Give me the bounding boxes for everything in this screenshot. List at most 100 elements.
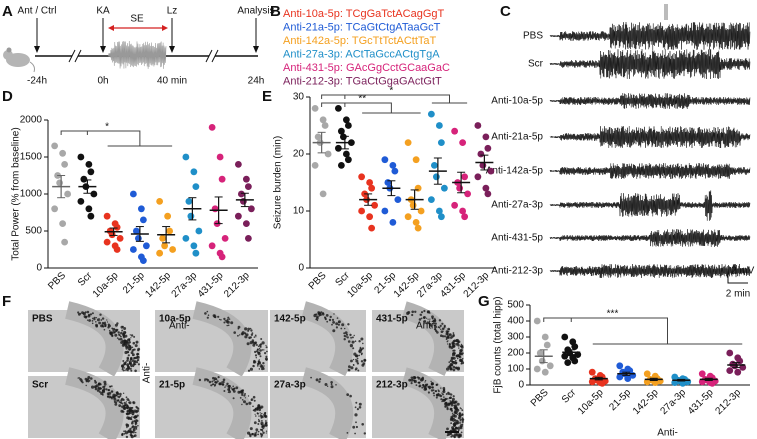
stained-cell [358,340,361,343]
stained-cell [136,342,138,344]
stained-cell [437,390,440,393]
stained-cell [216,380,219,383]
stained-cell [446,330,449,333]
eeg-trace [549,22,751,50]
data-point [487,167,495,175]
data-point [234,161,242,168]
stained-cell [329,315,332,319]
stained-cell [245,402,249,406]
stained-cell [126,430,130,434]
stained-cell [222,380,225,384]
data-point [726,367,734,374]
stained-cell [360,337,364,341]
stained-cell [420,317,423,320]
stained-cell [265,420,267,422]
data-point [474,122,482,129]
stained-cell [237,325,241,329]
stained-cell [430,380,432,383]
stained-cell [432,392,435,395]
stained-cell [444,405,446,407]
stained-cell [92,317,94,320]
stained-cell [125,401,128,403]
data-point [404,139,412,147]
stained-cell [350,366,354,370]
stained-cell [347,340,351,343]
stained-cell [219,318,221,321]
stained-cell [449,345,451,347]
data-point [139,216,147,224]
data-point [344,156,352,164]
stained-cell [131,346,134,349]
stained-cell [104,321,106,324]
stained-cell [261,425,264,428]
stained-cell [356,408,359,411]
stained-cell [79,312,82,315]
stained-cell [128,410,132,414]
stained-cell [445,402,448,404]
time-label: 0h [97,76,108,87]
stained-cell [253,360,257,364]
x-tick-label: PBS [46,270,68,292]
stained-cell [93,316,96,319]
y-axis-label: FjB counts (total hipp) [493,296,504,393]
stained-cell [337,323,340,326]
stained-cell [456,367,460,371]
stained-cell [261,412,263,415]
stained-cell [440,328,442,331]
data-point [218,175,226,183]
se-label: SE [130,14,144,25]
stained-cell [137,424,139,427]
stained-cell [265,421,268,425]
stained-cell [252,343,256,347]
stained-cell [451,434,454,437]
stained-cell [262,362,265,365]
stained-cell [125,423,129,427]
y-tick-label: 2000 [20,115,43,126]
stained-cell [263,412,267,415]
data-point [161,242,169,250]
tissue-band [401,301,453,376]
stained-cell [457,426,461,430]
stained-cell [123,330,127,335]
stained-cell [453,342,456,345]
stained-cell [135,419,138,422]
panel-label: G [478,293,490,310]
x-tick-label: 10a-5p [345,270,375,300]
stained-cell [130,348,132,350]
stained-cell [359,348,363,351]
stained-cell [133,426,135,428]
stained-cell [204,378,207,381]
x-tick-label: Scr [76,270,95,289]
stained-cell [248,336,251,339]
stained-cell [250,333,254,336]
data-point [391,167,399,175]
data-point [561,352,569,360]
stained-cell [408,378,412,382]
stained-cell [125,405,130,409]
stained-cell [250,398,254,401]
stained-cell [198,378,202,382]
stained-cell [81,381,84,384]
stained-cell [254,413,256,415]
data-point [708,380,716,387]
stained-cell [206,316,209,319]
stained-cell [258,408,261,412]
stained-cell [247,327,251,331]
stained-cell [440,387,442,389]
x-tick-label: 212-3p [713,387,743,417]
stained-cell [422,384,425,386]
stained-cell [106,396,109,398]
panel-label: E [262,88,272,105]
stained-cell [430,382,434,386]
stained-cell [133,357,136,360]
stained-cell [449,408,451,410]
stained-cell [265,344,267,347]
stained-cell [330,381,333,384]
stained-cell [332,321,335,324]
stained-cell [456,426,458,428]
stained-cell [410,376,413,379]
stained-cell [461,418,465,422]
stained-cell [427,318,429,320]
data-point [339,133,347,141]
stained-cell [443,335,447,338]
